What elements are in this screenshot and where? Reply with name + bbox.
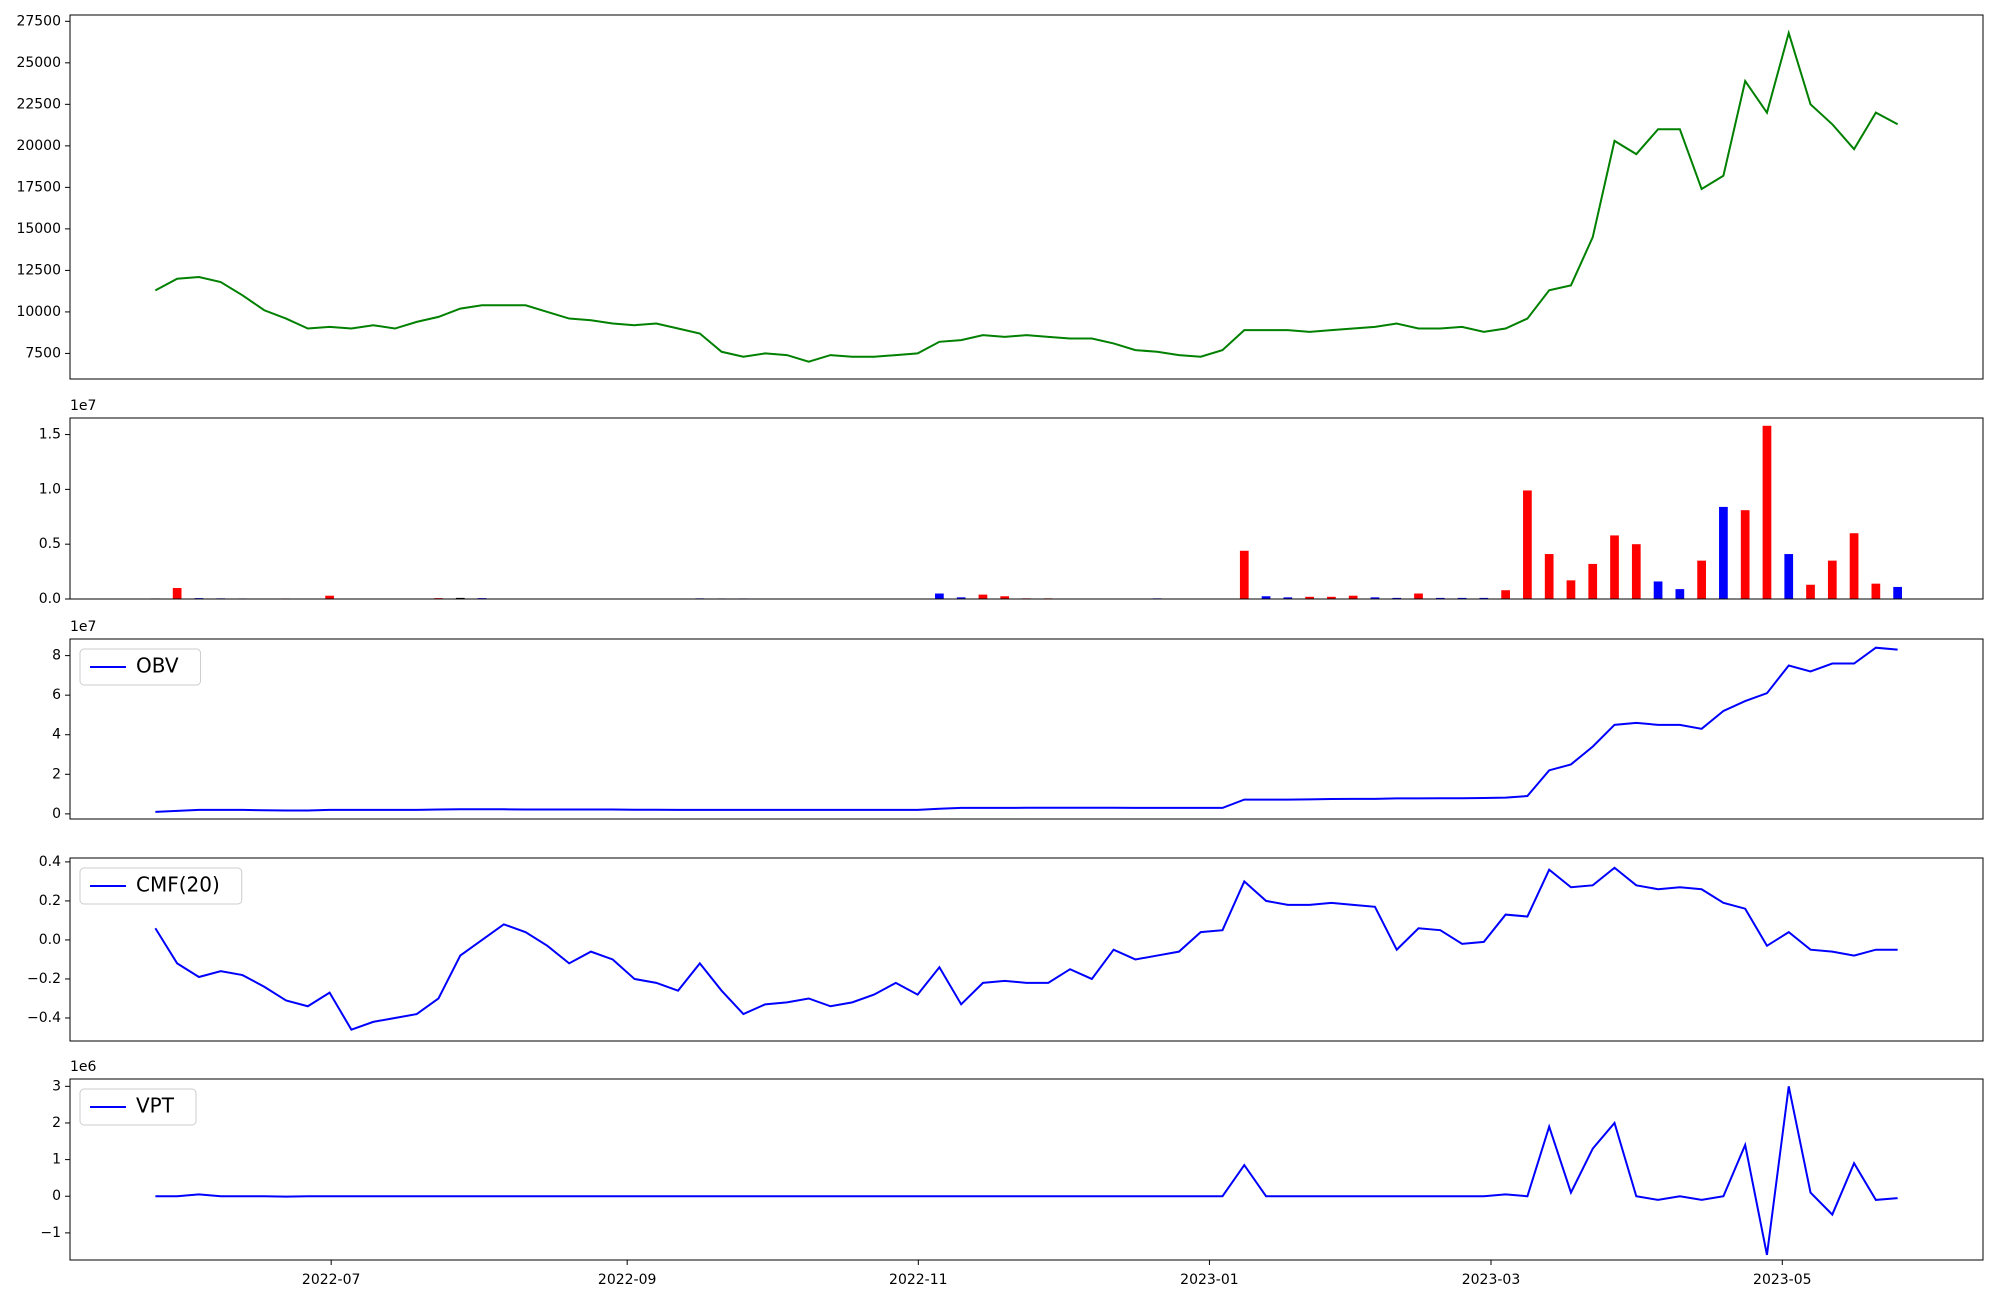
y-tick-label: 0.0	[39, 932, 61, 948]
bar	[1523, 490, 1532, 599]
x-tick-label: 2022-11	[889, 1272, 948, 1288]
bar	[1414, 594, 1423, 599]
y-tick-label: −0.4	[27, 1010, 61, 1026]
bar	[1610, 535, 1619, 599]
x-tick-label: 2022-07	[302, 1272, 361, 1288]
bar	[1784, 554, 1793, 599]
bar	[935, 594, 944, 599]
y-tick-label: −0.2	[27, 971, 61, 987]
y-tick-label: 1.5	[39, 427, 61, 443]
plot-frame	[70, 858, 1983, 1041]
series-line	[155, 33, 1897, 362]
y-tick-label: 3	[52, 1078, 61, 1094]
y-tick-label: 0	[52, 806, 61, 822]
plot-frame	[70, 1079, 1983, 1260]
bar	[1654, 581, 1663, 599]
bar	[1632, 544, 1641, 599]
bar	[1850, 533, 1859, 599]
bar	[1828, 561, 1837, 599]
x-tick-label: 2023-01	[1180, 1272, 1239, 1288]
y-tick-label: 0.5	[39, 536, 61, 552]
plot-frame	[70, 639, 1983, 819]
bar	[1675, 589, 1684, 599]
series-line	[155, 1086, 1897, 1255]
legend-label: CMF(20)	[136, 873, 220, 897]
bar	[1719, 507, 1728, 599]
legend-label: OBV	[136, 654, 179, 678]
y-tick-label: 6	[52, 687, 61, 703]
plot-frame	[70, 418, 1983, 599]
y-tick-label: 4	[52, 727, 61, 743]
axis-offset-label: 1e6	[70, 1059, 97, 1075]
series-line	[155, 648, 1897, 812]
bar	[1501, 590, 1510, 599]
y-tick-label: 1.0	[39, 481, 61, 497]
bar	[1545, 554, 1554, 599]
y-tick-label: 0.4	[39, 854, 61, 870]
legend-label: VPT	[136, 1094, 175, 1118]
bar	[1697, 561, 1706, 599]
y-tick-label: 17500	[16, 179, 61, 195]
bar	[1741, 510, 1750, 599]
bar	[173, 588, 182, 599]
x-tick-label: 2023-03	[1462, 1272, 1521, 1288]
bar	[1567, 580, 1576, 599]
y-tick-label: 10000	[16, 304, 61, 320]
y-tick-label: 2	[52, 766, 61, 782]
y-tick-label: 27500	[16, 13, 61, 29]
bar	[1893, 587, 1902, 599]
series-line	[155, 868, 1897, 1030]
bar	[1806, 585, 1815, 599]
y-tick-label: 0	[52, 1188, 61, 1204]
y-tick-label: 7500	[25, 345, 61, 361]
bar	[1240, 551, 1249, 599]
bar	[1871, 584, 1880, 599]
x-tick-label: 2022-09	[598, 1272, 657, 1288]
y-tick-label: 0.0	[39, 591, 61, 607]
y-tick-label: 2	[52, 1115, 61, 1131]
y-tick-label: 0.2	[39, 893, 61, 909]
plot-frame	[70, 15, 1983, 379]
y-tick-label: 12500	[16, 262, 61, 278]
bar	[1588, 564, 1597, 599]
y-tick-label: 15000	[16, 221, 61, 237]
y-tick-label: 25000	[16, 55, 61, 71]
axis-offset-label: 1e7	[70, 619, 96, 635]
bar	[1763, 426, 1772, 599]
bar	[979, 595, 988, 599]
y-tick-label: 1	[52, 1152, 61, 1168]
y-tick-label: 20000	[16, 138, 61, 154]
y-tick-label: −1	[40, 1225, 61, 1241]
x-tick-label: 2023-05	[1753, 1272, 1812, 1288]
y-tick-label: 8	[52, 648, 61, 664]
y-tick-label: 22500	[16, 96, 61, 112]
axis-offset-label: 1e7	[70, 398, 96, 414]
